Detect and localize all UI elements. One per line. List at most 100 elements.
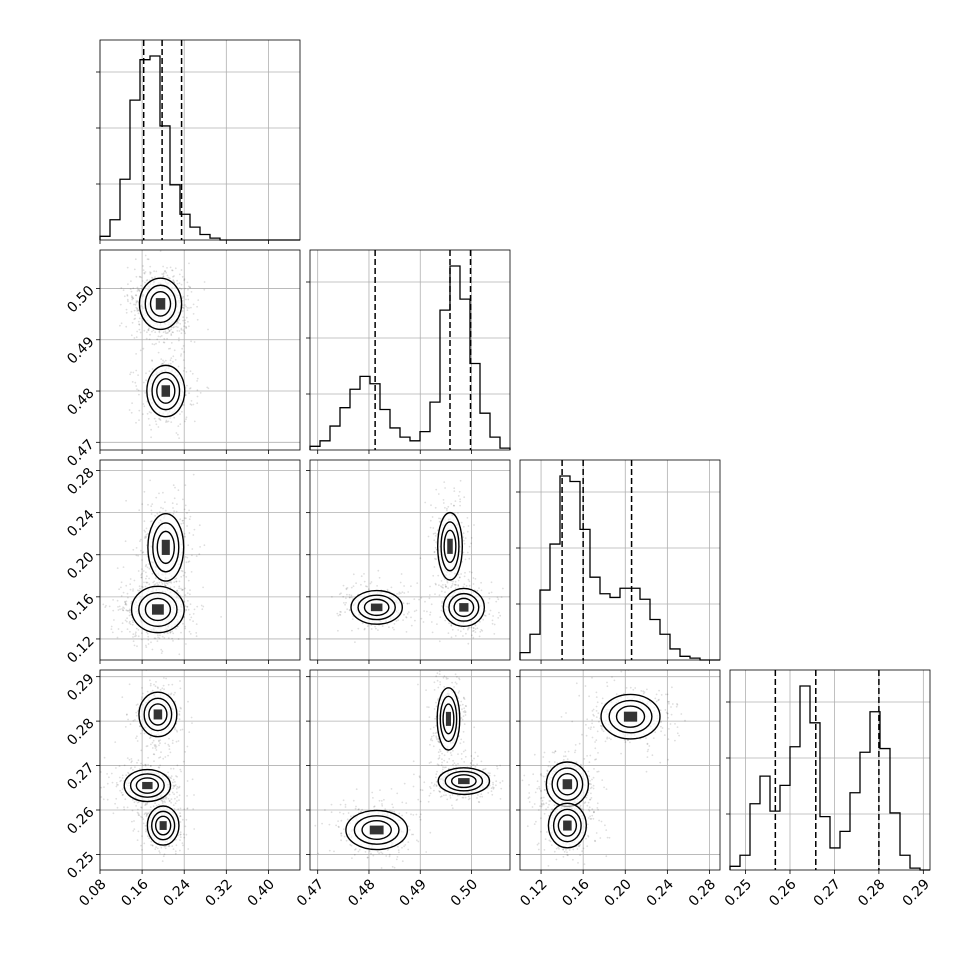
sample-point [116,636,119,639]
sample-point [446,509,448,512]
sample-point [191,722,193,724]
sample-point [155,846,158,849]
sample-point [374,625,376,628]
sample-point [183,325,186,328]
sample-point [184,322,187,324]
sample-point [180,332,183,335]
sample-point [132,548,135,551]
sample-point [161,687,164,690]
scatter-p0-p1 [119,250,210,439]
sample-point [172,784,175,787]
sample-point [469,762,472,765]
sample-point [458,490,461,493]
sample-point [443,686,446,688]
sample-point [165,271,168,274]
sample-point [119,608,121,611]
sample-point [165,677,168,680]
sample-point [193,341,196,343]
sample-point [182,622,184,625]
sample-point [592,726,595,728]
sample-point [188,560,191,563]
sample-point [434,593,436,595]
sample-point [441,752,443,755]
sample-point [158,581,161,584]
sample-point [195,635,198,638]
sample-point [135,805,138,807]
sample-point [143,520,146,523]
sample-point [159,688,162,691]
sample-point [171,742,174,744]
sample-point [161,860,164,862]
sample-point [157,634,159,637]
sample-point [166,337,169,340]
sample-point [132,371,135,374]
sample-point [178,585,181,588]
sample-point [167,845,170,847]
sample-point [398,593,400,595]
sample-point [461,708,463,711]
sample-point [456,798,459,801]
sample-point [433,539,436,542]
sample-point [175,729,178,732]
sample-point [126,713,128,716]
sample-point [438,640,441,643]
sample-point [169,417,172,419]
sample-point [434,535,437,537]
sample-point [182,329,185,331]
sample-point [480,589,483,592]
sample-point [468,557,471,560]
sample-point [417,798,420,801]
sample-point [420,596,423,599]
sample-point [139,725,142,728]
sample-point [155,496,158,499]
sample-point [500,596,503,598]
sample-point [161,635,164,638]
sample-point [380,867,383,869]
sample-point [348,596,351,599]
sample-point [464,710,466,712]
sample-point [171,502,174,505]
sample-point [122,289,125,292]
sample-point [182,844,184,847]
sample-point [419,800,422,803]
sample-point [336,612,339,615]
sample-point [443,578,446,580]
sample-point [392,806,394,809]
sample-point [173,281,176,284]
sample-point [163,800,166,803]
sample-point [170,328,173,331]
sample-point [138,419,140,421]
sample-point [174,784,177,786]
sample-point [117,609,120,611]
sample-point [162,797,165,800]
sample-point [489,609,492,612]
sample-point [141,568,143,570]
sample-point [124,601,126,604]
sample-point [139,538,142,541]
sample-point [610,738,612,741]
sample-point [196,377,199,380]
sample-point [646,756,649,758]
sample-point [167,693,170,696]
sample-point [140,762,143,765]
sample-point [440,795,443,798]
sample-point [164,584,167,587]
sample-point [183,278,186,281]
sample-point [130,758,133,760]
sample-point [111,781,114,784]
sample-point [137,801,140,803]
sample-point [376,585,378,587]
sample-point [451,681,453,684]
sample-point [172,778,175,781]
sample-point [185,326,188,329]
sample-point [158,803,160,806]
sample-point [135,631,137,634]
sample-point [186,384,188,387]
sample-point [134,633,137,635]
sample-point [478,801,481,804]
sample-point [449,752,452,754]
sample-point [146,745,149,747]
sample-point [189,515,192,518]
sample-point [443,759,446,762]
sample-point [149,333,151,336]
